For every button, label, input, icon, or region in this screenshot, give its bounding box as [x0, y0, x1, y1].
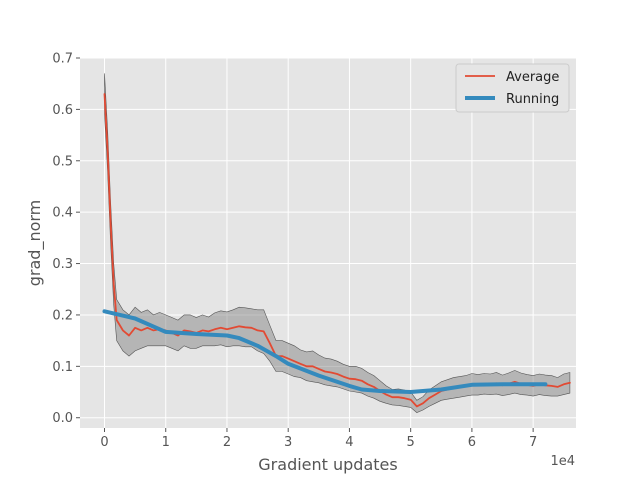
y-tick-label: 0.3 [52, 257, 73, 272]
y-tick-label: 0.6 [52, 103, 73, 118]
series-lines [102, 93, 571, 408]
legend-label-running: Running [506, 92, 559, 107]
series-line-running [102, 309, 548, 394]
grid [80, 57, 576, 428]
y-axis-label: grad_norm [25, 200, 45, 287]
legend: Average Running [455, 63, 570, 113]
x-axis-offset-label: 1e4 [550, 454, 575, 469]
x-tick-label: 5 [407, 435, 415, 450]
y-tick-label: 0.2 [52, 308, 73, 323]
x-tick-label: 3 [284, 435, 292, 450]
x-tick-label: 1 [162, 435, 170, 450]
x-tick-label: 7 [529, 435, 537, 450]
x-tick-label: 6 [468, 435, 476, 450]
legend-label-average: Average [506, 70, 559, 85]
y-tick-label: 0.7 [52, 52, 73, 67]
x-axis-label: Gradient updates [258, 455, 397, 474]
y-tick-label: 0.1 [52, 360, 73, 375]
y-tick-label: 0.4 [52, 206, 73, 221]
x-tick-label: 2 [223, 435, 231, 450]
x-tick-label: 0 [100, 435, 108, 450]
x-tick-label: 4 [345, 435, 353, 450]
axis-ticks: 0 1 2 3 4 5 6 7 0.0 0.1 0.2 0.3 0.4 0.5 0.6 0.7 [52, 52, 537, 451]
y-tick-label: 0.5 [52, 154, 73, 169]
y-tick-label: 0.0 [52, 411, 73, 426]
